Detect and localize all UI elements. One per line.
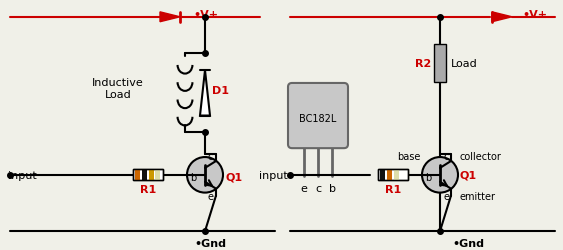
Text: R1: R1: [385, 184, 401, 194]
Text: R1: R1: [140, 184, 156, 194]
Text: b: b: [190, 172, 196, 182]
Bar: [142, 170, 147, 180]
Text: collector: collector: [460, 152, 502, 162]
Bar: [378, 170, 408, 180]
Bar: [133, 170, 163, 180]
Polygon shape: [160, 13, 180, 23]
Bar: [378, 170, 408, 180]
Bar: [434, 45, 446, 83]
Bar: [394, 170, 399, 180]
Text: e: e: [301, 183, 307, 193]
Circle shape: [422, 158, 458, 193]
Text: Q1: Q1: [226, 172, 243, 182]
FancyBboxPatch shape: [288, 84, 348, 148]
Text: •V+: •V+: [522, 10, 547, 20]
Circle shape: [187, 158, 223, 193]
Text: input: input: [8, 170, 37, 180]
Text: Inductive
Load: Inductive Load: [92, 78, 144, 99]
Text: Load: Load: [451, 59, 478, 69]
Text: base: base: [396, 152, 420, 162]
Bar: [387, 170, 392, 180]
Text: c: c: [443, 152, 448, 162]
Bar: [380, 170, 385, 180]
Text: D1: D1: [212, 86, 229, 96]
Text: •V+: •V+: [193, 10, 218, 20]
Text: •Gnd: •Gnd: [194, 238, 226, 248]
Text: e: e: [208, 191, 214, 201]
Polygon shape: [200, 71, 210, 116]
Text: emitter: emitter: [460, 191, 496, 201]
Text: b: b: [328, 183, 336, 193]
Bar: [149, 170, 154, 180]
Text: c: c: [315, 183, 321, 193]
Text: b: b: [425, 172, 431, 182]
Polygon shape: [492, 13, 512, 23]
Text: BC182L: BC182L: [300, 113, 337, 123]
Text: e: e: [443, 191, 449, 201]
Bar: [155, 170, 160, 180]
Text: c: c: [208, 152, 213, 162]
Text: input: input: [259, 170, 288, 180]
Bar: [133, 170, 163, 180]
Bar: [135, 170, 140, 180]
Text: •Gnd: •Gnd: [452, 238, 484, 248]
Text: R2: R2: [415, 59, 431, 69]
Text: Q1: Q1: [460, 170, 477, 180]
